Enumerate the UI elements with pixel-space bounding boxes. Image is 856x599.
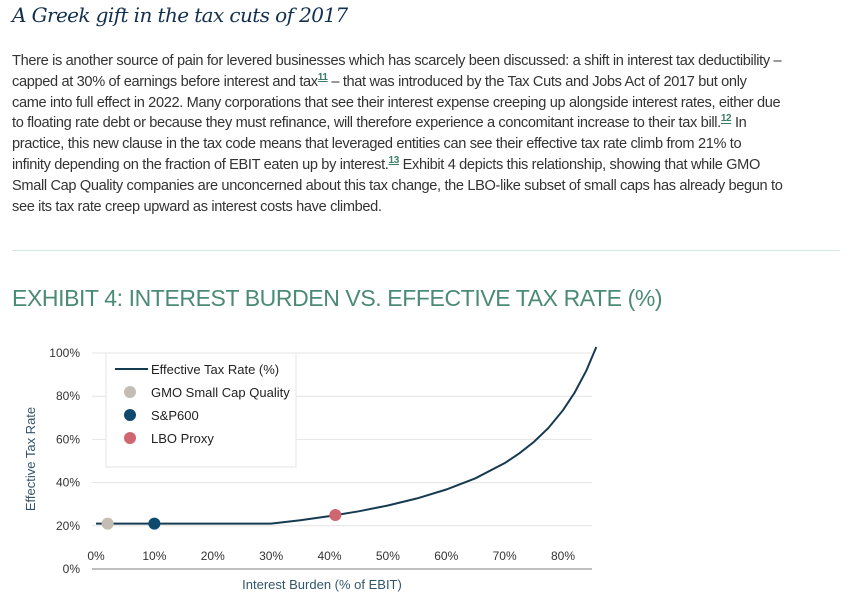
x-tick-label: 40% xyxy=(317,549,341,563)
data-point-s-p600 xyxy=(148,517,161,530)
paragraph-text: to floating rate debt or because they mu… xyxy=(12,115,721,132)
section-divider xyxy=(12,250,840,251)
paragraph-line: infinity depending on the fraction of EB… xyxy=(12,155,852,176)
legend-label: S&P600 xyxy=(151,408,199,423)
y-tick-label: 20% xyxy=(56,519,80,533)
paragraph-line: came into full effect in 2022. Many corp… xyxy=(12,93,852,114)
exhibit-title: EXHIBIT 4: INTEREST BURDEN VS. EFFECTIVE… xyxy=(12,285,663,311)
paragraph-line: There is another source of pain for leve… xyxy=(12,51,852,72)
paragraph-text: practice, this new clause in the tax cod… xyxy=(12,136,742,153)
y-axis-label: Effective Tax Rate xyxy=(23,407,38,511)
exhibit-chart: 0% 20% 40% 60% 80% 100% 0% 10% 20% 30% 40% 50% 60% 70… xyxy=(23,346,598,592)
legend-label: LBO Proxy xyxy=(151,431,214,446)
paragraph-text: came into full effect in 2022. Many corp… xyxy=(12,94,781,111)
x-tick-label: 30% xyxy=(259,549,283,563)
y-tick-label: 0% xyxy=(63,562,81,576)
paragraph-text: infinity depending on the fraction of EB… xyxy=(12,156,389,173)
paragraph-line: capped at 30% of earnings before interes… xyxy=(12,72,852,93)
x-tick-label: 20% xyxy=(201,549,225,563)
y-tick-label: 40% xyxy=(56,476,80,490)
body-paragraph: There is another source of pain for leve… xyxy=(12,51,852,217)
paragraph-text: see its tax rate creep upward as interes… xyxy=(12,198,382,215)
paragraph-text: – that was introduced by the Tax Cuts an… xyxy=(327,73,747,90)
paragraph-text: In xyxy=(731,115,747,132)
data-point-gmo-small-cap-quality xyxy=(101,517,114,530)
y-tick-label: 60% xyxy=(56,432,80,446)
legend-dot-swatch xyxy=(124,432,136,444)
paragraph-text: Small Cap Quality companies are unconcer… xyxy=(12,177,783,194)
x-tick-label: 60% xyxy=(434,549,458,563)
x-axis-label: Interest Burden (% of EBIT) xyxy=(242,577,402,592)
paragraph-text: There is another source of pain for leve… xyxy=(12,53,782,69)
legend-dot-swatch xyxy=(124,386,136,398)
footnote-link[interactable]: 11 xyxy=(317,71,328,83)
x-tick-label: 0% xyxy=(87,549,105,563)
paragraph-line: practice, this new clause in the tax cod… xyxy=(12,134,852,155)
paragraph-line: to floating rate debt or because they mu… xyxy=(12,113,852,134)
data-point-lbo-proxy xyxy=(329,509,342,521)
paragraph-line: Small Cap Quality companies are unconcer… xyxy=(12,176,852,197)
legend-label: GMO Small Cap Quality xyxy=(151,385,290,400)
x-tick-label: 80% xyxy=(551,549,575,563)
y-tick-label: 80% xyxy=(56,389,80,403)
x-tick-label: 50% xyxy=(376,549,400,563)
paragraph-line: see its tax rate creep upward as interes… xyxy=(12,197,852,218)
footnote-link[interactable]: 13 xyxy=(388,155,400,167)
x-tick-label: 70% xyxy=(493,549,517,563)
legend-dot-swatch xyxy=(124,409,136,421)
section-title: A Greek gift in the tax cuts of 2017 xyxy=(12,3,348,27)
x-tick-label: 10% xyxy=(142,549,166,563)
footnote-link[interactable]: 12 xyxy=(720,113,732,125)
legend-box xyxy=(105,352,297,468)
y-tick-label: 100% xyxy=(49,346,80,360)
paragraph-text: capped at 30% of earnings before interes… xyxy=(12,73,318,90)
paragraph-text: Exhibit 4 depicts this relationship, sho… xyxy=(398,156,761,173)
series-line-effective-tax-rate xyxy=(96,346,598,525)
legend-label: Effective Tax Rate (%) xyxy=(151,362,279,377)
